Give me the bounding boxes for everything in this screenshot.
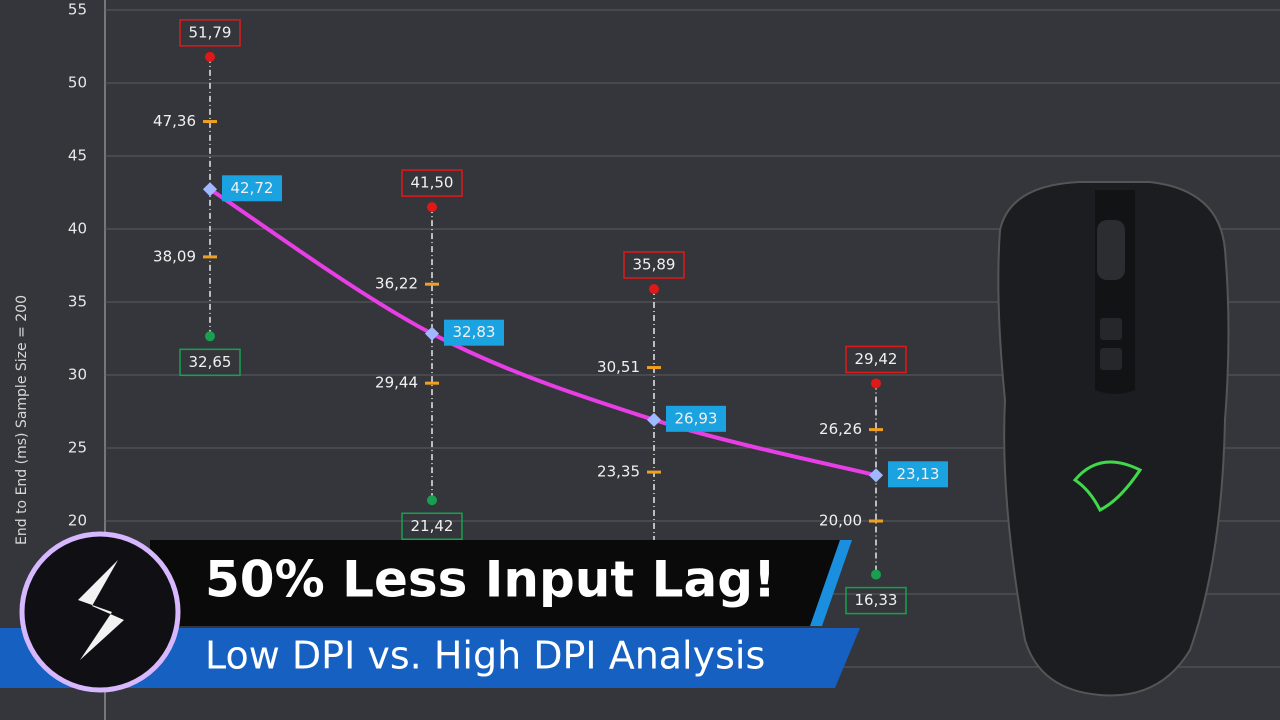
label-box [222, 175, 282, 202]
trend-line [208, 187, 877, 478]
mean-marker [424, 326, 440, 341]
value-label: 47,36 [153, 112, 196, 130]
value-label: 51,79 [189, 23, 232, 41]
value-label: 21,42 [411, 517, 454, 535]
value-label: 36,22 [375, 275, 418, 293]
label-box [623, 251, 685, 279]
label-box [444, 319, 504, 346]
value-label: 26,26 [819, 420, 862, 438]
max-dot [205, 51, 215, 62]
label-box [179, 348, 241, 377]
label-box [845, 586, 907, 615]
value-label: 29,44 [375, 374, 418, 392]
value-label: 35,89 [633, 256, 676, 274]
y-tick-label: 45 [68, 147, 87, 165]
value-label: 23,35 [597, 463, 640, 481]
y-tick-label: 25 [68, 439, 87, 457]
y-tick-label: 55 [68, 1, 87, 19]
y-tick-label: 40 [68, 220, 87, 238]
banner-title: 50% Less Input Lag! [205, 551, 776, 609]
max-dot [871, 378, 881, 389]
banner-subtitle: Low DPI vs. High DPI Analysis [205, 634, 765, 678]
min-dot [871, 569, 881, 580]
mouse [997, 181, 1230, 697]
banner: 50% Less Input Lag! Low DPI vs. High DPI… [0, 531, 860, 693]
value-label: 42,72 [231, 179, 274, 197]
mean-marker [646, 412, 662, 427]
min-dot [205, 331, 215, 342]
label-box [666, 405, 726, 432]
max-dot [649, 284, 659, 295]
label-box [179, 19, 241, 47]
logo-mark [78, 560, 124, 660]
max-dot [427, 202, 437, 213]
y-axis-label: End to End (ms) Sample Size = 200 [14, 295, 30, 545]
min-dot [427, 495, 437, 506]
value-label: 41,50 [411, 174, 454, 192]
y-tick-label: 30 [68, 366, 87, 384]
value-label: 32,83 [453, 323, 496, 341]
y-tick-label: 20 [68, 512, 87, 530]
value-label: 26,93 [675, 409, 718, 427]
y-tick-label: 50 [68, 74, 87, 92]
value-label: 30,51 [597, 358, 640, 376]
value-label: 23,13 [897, 465, 940, 483]
title-band [150, 540, 850, 626]
value-label: 32,65 [189, 353, 232, 371]
label-box [888, 461, 948, 488]
value-label: 38,09 [153, 247, 196, 265]
value-label: 20,00 [819, 512, 862, 530]
value-label: 29,42 [855, 350, 898, 368]
label-box [401, 169, 463, 197]
label-box [845, 345, 907, 374]
logo [19, 531, 181, 693]
y-tick-label: 35 [68, 293, 87, 311]
label-box [401, 512, 463, 541]
value-label: 16,33 [855, 591, 898, 609]
mean-marker [868, 468, 884, 483]
subtitle-band [0, 628, 860, 688]
mean-marker [202, 182, 218, 197]
